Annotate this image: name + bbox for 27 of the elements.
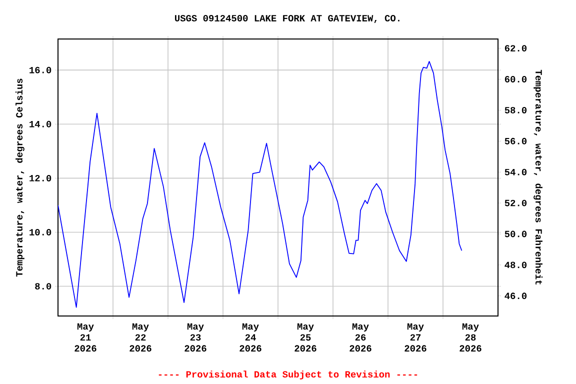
y-tick-label: 12.0 <box>30 174 52 182</box>
y2-tick-label: 54.0 <box>504 168 527 176</box>
x-tick-label: May 26 2026 <box>350 323 372 352</box>
y2-tick-label: 52.0 <box>504 200 527 206</box>
x-tick-label: May 22 2026 <box>130 323 152 352</box>
y2-tick-label: 60.0 <box>504 76 527 82</box>
x-tick-label: May 21 2026 <box>74 323 96 352</box>
y-axis-title: Temperature, water, degrees Celsius <box>16 78 24 277</box>
y2-tick-label: 46.0 <box>504 292 527 300</box>
y2-tick-label: 58.0 <box>504 106 527 114</box>
x-tick-label: May 28 2026 <box>460 323 482 352</box>
y-tick-label: 10.0 <box>30 229 52 236</box>
y-tick-label: 16.0 <box>30 66 52 74</box>
y2-tick-label: 62.0 <box>504 45 527 52</box>
y2-tick-label: 50.0 <box>504 230 527 238</box>
text: ---- Provisional Data Subject to Revision ---- <box>158 370 418 380</box>
y-tick-label: 8.0 <box>35 283 52 290</box>
x-tick-label: May 25 2026 <box>294 323 316 352</box>
x-tick-label: May 24 2026 <box>240 323 262 352</box>
line-series <box>58 60 462 308</box>
y-tick-label: 14.0 <box>30 120 52 128</box>
y2-tick-label: 56.0 <box>504 138 527 144</box>
y2-tick-label: 48.0 <box>504 262 527 268</box>
y2-axis-title: Temperature, water, degrees Fahrenheit <box>534 70 542 284</box>
x-tick-label: May 23 2026 <box>184 323 206 352</box>
x-tick-label: May 27 2026 <box>404 323 426 352</box>
chart-title: USGS 09124500 LAKE FORK AT GATEVIEW, CO. <box>175 14 400 23</box>
